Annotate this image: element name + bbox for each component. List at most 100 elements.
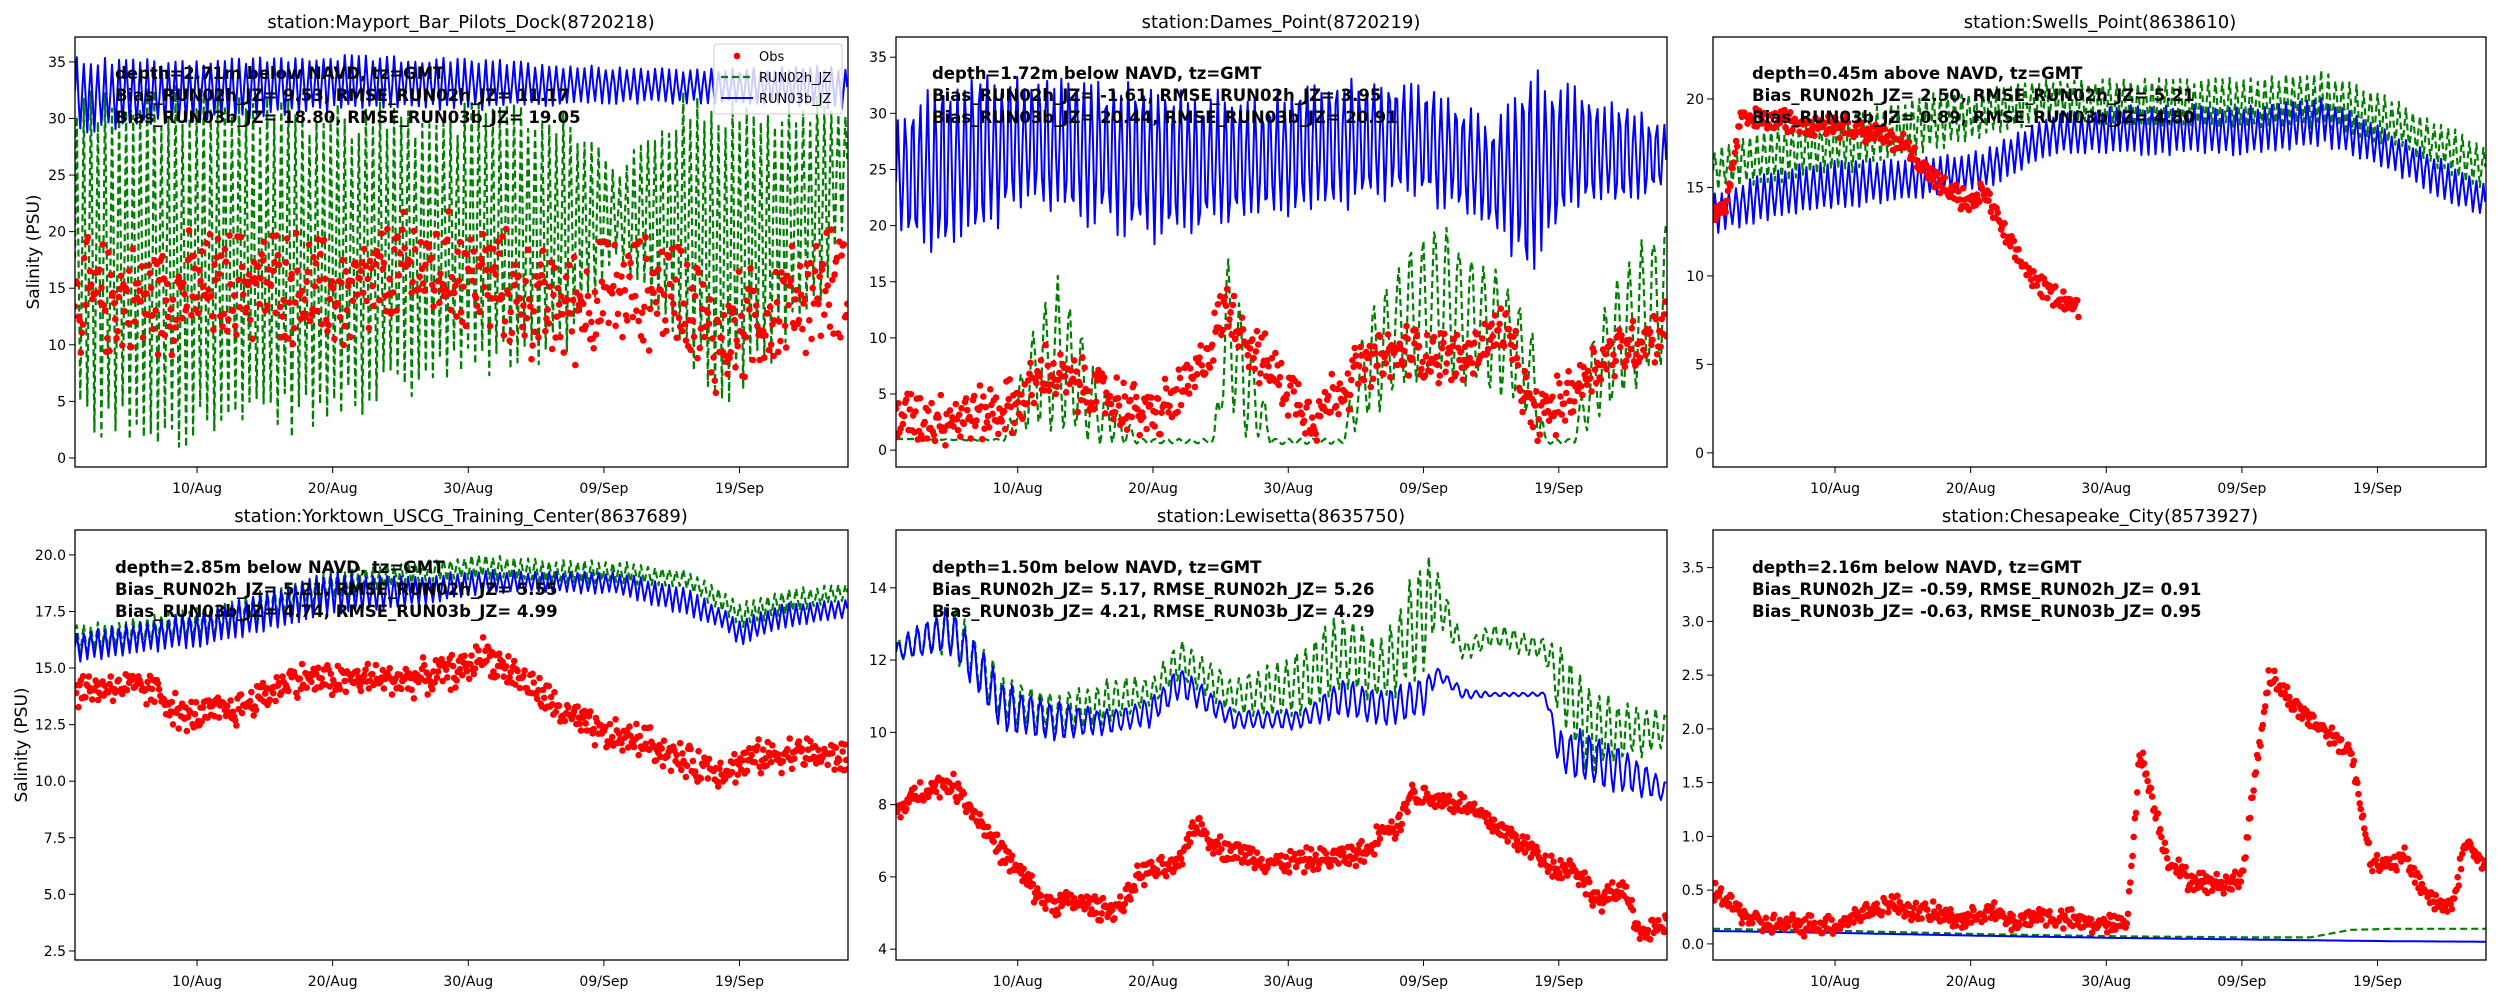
obs-point: [461, 652, 468, 660]
obs-point: [680, 300, 687, 307]
obs-point: [279, 673, 286, 680]
obs-point: [1603, 365, 1610, 373]
obs-point: [507, 668, 514, 676]
x-ticks: 10/Aug 20/Aug 30/Aug 09/Sep 19/Sep: [172, 960, 764, 990]
obs-point: [190, 252, 197, 260]
obs-point: [727, 349, 735, 356]
obs-point: [829, 276, 836, 284]
obs-point: [1850, 919, 1857, 926]
obs-point: [215, 270, 223, 278]
obs-point: [1644, 926, 1652, 934]
obs-point: [793, 286, 800, 294]
obs-point: [1308, 414, 1316, 421]
obs-point: [645, 347, 653, 354]
obs-point: [208, 312, 216, 320]
obs-point: [743, 767, 751, 775]
obs-point: [372, 661, 380, 669]
obs-point: [626, 723, 633, 730]
axes-frame: [74, 36, 849, 468]
obs-point: [753, 302, 760, 310]
series-run02h-line: [1713, 927, 2486, 939]
obs-point: [1074, 408, 1081, 416]
annotation-line: depth=1.72m below NAVD, tz=GMT: [932, 64, 1262, 83]
obs-point: [486, 322, 494, 330]
obs-point: [1382, 360, 1390, 367]
obs-point: [77, 349, 85, 357]
obs-point: [967, 435, 974, 442]
obs-point: [2038, 916, 2045, 923]
obs-point: [1725, 900, 1733, 908]
obs-point: [453, 677, 460, 684]
obs-point: [82, 694, 89, 701]
series-run02h-line: [75, 84, 848, 449]
obs-point: [303, 278, 311, 286]
obs-point: [766, 303, 774, 311]
obs-point: [785, 301, 792, 309]
obs-point: [459, 671, 466, 679]
y-tick-label: 0: [1695, 446, 1704, 462]
obs-point: [2127, 879, 2134, 886]
obs-point: [683, 762, 691, 770]
obs-point: [1776, 119, 1784, 127]
obs-point: [257, 274, 264, 282]
axes-frame: [1712, 36, 2487, 468]
obs-point: [1655, 917, 1662, 924]
obs-point: [1154, 395, 1162, 403]
obs-point: [341, 322, 349, 330]
obs-point: [1911, 144, 1918, 151]
obs-point: [706, 296, 714, 303]
obs-point: [2271, 667, 2278, 675]
obs-point: [1660, 311, 1667, 318]
obs-point: [1503, 310, 1510, 317]
obs-point: [527, 303, 534, 310]
obs-point: [524, 246, 532, 254]
obs-point: [1636, 935, 1644, 943]
obs-point: [2175, 856, 2182, 863]
obs-point: [1884, 909, 1892, 916]
obs-point: [356, 275, 364, 282]
obs-point: [1203, 829, 1210, 837]
obs-point: [1598, 908, 1606, 915]
obs-point: [1234, 854, 1241, 862]
obs-point: [1590, 348, 1598, 356]
x-ticks: 10/Aug 20/Aug 30/Aug 09/Sep 19/Sep: [1810, 960, 2402, 990]
obs-point: [530, 679, 538, 686]
obs-point: [353, 262, 360, 269]
obs-point: [1226, 316, 1233, 323]
obs-point: [1529, 423, 1537, 431]
obs-point: [396, 250, 404, 257]
x-ticks: 10/Aug 20/Aug 30/Aug 09/Sep 19/Sep: [993, 467, 1583, 497]
obs-point: [696, 344, 704, 352]
obs-point: [1843, 110, 1850, 118]
obs-point: [1495, 326, 1502, 334]
x-tick-label: 30/Aug: [2081, 974, 2131, 990]
obs-point: [1033, 379, 1040, 387]
obs-point: [1449, 343, 1456, 350]
y-tick-label: 0: [878, 443, 887, 459]
axes-frame: [895, 529, 1668, 961]
obs-point: [1987, 208, 1995, 216]
x-ticks: 10/Aug 20/Aug 30/Aug 09/Sep 19/Sep: [1810, 467, 2402, 497]
obs-point: [815, 746, 822, 754]
obs-point: [2331, 740, 2338, 747]
obs-point: [767, 758, 775, 766]
obs-point: [252, 706, 260, 714]
obs-point: [1256, 379, 1263, 387]
obs-point: [2123, 920, 2131, 927]
obs-point: [1161, 375, 1169, 383]
panel-chesapeake-city: station:Chesapeake_City(8573927) 0.00.51…: [1682, 506, 2487, 990]
obs-point: [1345, 406, 1353, 413]
obs-point: [824, 282, 831, 289]
obs-point: [327, 670, 335, 678]
obs-point: [611, 241, 618, 249]
obs-point: [1504, 838, 1511, 845]
obs-point: [1600, 361, 1608, 368]
obs-point: [640, 337, 647, 344]
obs-point: [826, 323, 834, 331]
obs-point: [713, 778, 721, 785]
obs-point: [538, 271, 546, 279]
obs-point: [1427, 368, 1434, 375]
obs-point: [162, 297, 170, 304]
obs-point: [444, 236, 451, 243]
obs-point: [733, 337, 740, 344]
